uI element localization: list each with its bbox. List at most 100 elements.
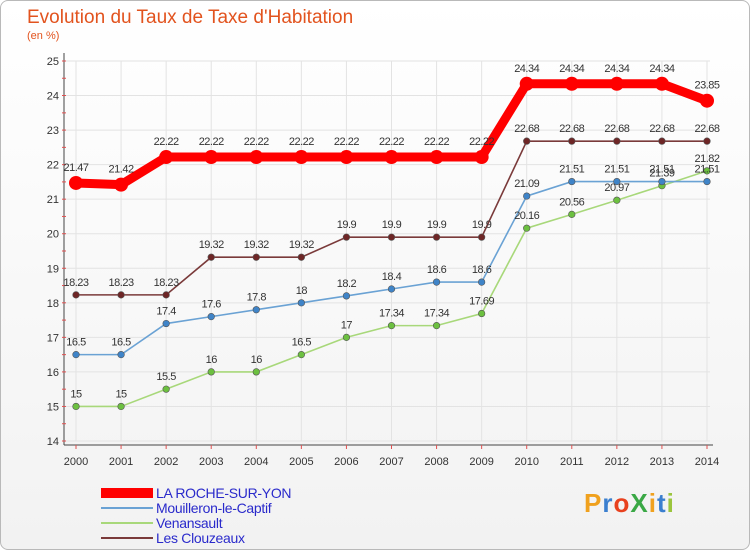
data-label: 19.9: [382, 219, 402, 231]
data-label: 24.34: [604, 63, 629, 75]
data-point: [117, 351, 125, 359]
series-la-roche-sur-yon: [69, 76, 714, 192]
data-label: 15: [115, 388, 127, 400]
logo-letter: X: [630, 488, 649, 518]
data-point: [297, 299, 305, 307]
data-point: [519, 76, 534, 91]
data-point: [204, 150, 219, 165]
data-label: 21.51: [649, 164, 674, 176]
logo-letter: o: [613, 488, 631, 518]
data-point: [207, 368, 215, 376]
legend-label: Les Clouzeaux: [156, 530, 245, 546]
legend-swatch: [101, 488, 153, 498]
data-point: [249, 150, 264, 165]
data-point: [252, 253, 260, 261]
series-layer: [69, 76, 714, 411]
chart-title: Evolution du Taux de Taxe d'Habitation: [27, 7, 354, 28]
legend-swatch: [101, 507, 153, 509]
data-label: 19.32: [289, 239, 314, 251]
data-label: 22.22: [424, 136, 449, 148]
data-label: 19.9: [472, 219, 492, 231]
data-point: [703, 137, 711, 145]
data-point: [342, 292, 351, 300]
data-point: [207, 313, 215, 321]
grid: [64, 60, 710, 442]
logo-letter: i: [666, 488, 675, 518]
data-point: [523, 192, 531, 200]
legend-swatch: [101, 522, 153, 524]
data-point: [117, 402, 125, 411]
y-tick-label: 23: [47, 125, 59, 137]
data-label: 18.4: [382, 271, 402, 283]
data-label: 18.2: [337, 278, 357, 290]
data-point: [162, 385, 170, 393]
data-point: [478, 309, 486, 318]
data-label: 16.5: [111, 337, 131, 349]
data-point: [387, 285, 396, 293]
legend-label: LA ROCHE-SUR-YON: [156, 485, 292, 501]
data-label: 17.4: [156, 306, 176, 318]
data-label: 21.39: [649, 168, 674, 180]
data-point: [564, 76, 579, 91]
data-label: 22.68: [694, 123, 719, 135]
data-label: 22.22: [379, 136, 404, 148]
y-tick-label: 16: [47, 367, 59, 379]
data-point: [609, 76, 624, 91]
x-tick-label: 2003: [199, 456, 223, 468]
data-label: 17.6: [202, 299, 222, 311]
x-tick-label: 2009: [469, 456, 493, 468]
data-label: 19.9: [427, 219, 447, 231]
data-label: 15.5: [156, 371, 176, 383]
series-les-clouzeaux: [72, 137, 711, 299]
data-label: 24.34: [649, 63, 674, 75]
data-point: [252, 306, 260, 314]
data-point: [384, 150, 399, 165]
y-tick-label: 17: [47, 332, 59, 344]
data-label: 18.23: [154, 277, 179, 289]
data-point: [654, 76, 669, 91]
series-venansault: [72, 167, 711, 411]
data-label: 19.32: [199, 239, 224, 251]
data-label: 17.34: [379, 308, 404, 320]
series-mouilleron-le-captif: [72, 177, 711, 359]
data-label: 18.23: [109, 277, 134, 289]
data-point: [72, 402, 80, 411]
x-tick-label: 2012: [605, 456, 629, 468]
x-tick-label: 2006: [334, 456, 358, 468]
data-label: 16: [206, 354, 218, 366]
data-point: [387, 233, 396, 241]
data-label: 22.22: [469, 136, 494, 148]
x-tick-label: 2004: [244, 456, 268, 468]
data-label: 21.09: [514, 178, 539, 190]
data-label: 18.23: [63, 277, 88, 289]
y-tick-label: 22: [47, 160, 59, 172]
data-label: 22.22: [289, 136, 314, 148]
logo-letter: r: [602, 488, 614, 518]
data-label: 17.34: [424, 308, 449, 320]
x-tick-label: 2007: [379, 456, 403, 468]
y-tick-label: 25: [47, 56, 59, 68]
data-label: 24.34: [559, 63, 584, 75]
unit-label: (en %): [27, 30, 60, 42]
data-point: [523, 137, 531, 145]
data-labels: 21.47 21.42 22.22 22.22 22.22 22.22 22.22 22.22…: [63, 63, 720, 401]
x-tick-label: 2013: [650, 456, 674, 468]
data-label: 18.6: [427, 264, 447, 276]
data-point: [429, 150, 444, 165]
data-point: [658, 137, 666, 145]
y-tick-label: 19: [47, 263, 59, 275]
data-label: 19.9: [337, 219, 357, 231]
data-point: [613, 177, 621, 186]
x-tick-label: 2005: [289, 456, 313, 468]
logo-letter: t: [656, 488, 667, 518]
x-tick-label: 2002: [154, 456, 178, 468]
data-point: [69, 175, 83, 190]
legend-item-la-roche-sur-yon: LA ROCHE-SUR-YON: [101, 485, 361, 501]
data-label: 19.32: [244, 239, 269, 251]
data-label: 22.22: [244, 136, 269, 148]
data-point: [523, 224, 531, 232]
data-label: 15: [70, 388, 82, 400]
data-label: 21.47: [63, 162, 88, 174]
data-point: [117, 291, 125, 299]
data-point: [703, 167, 711, 175]
